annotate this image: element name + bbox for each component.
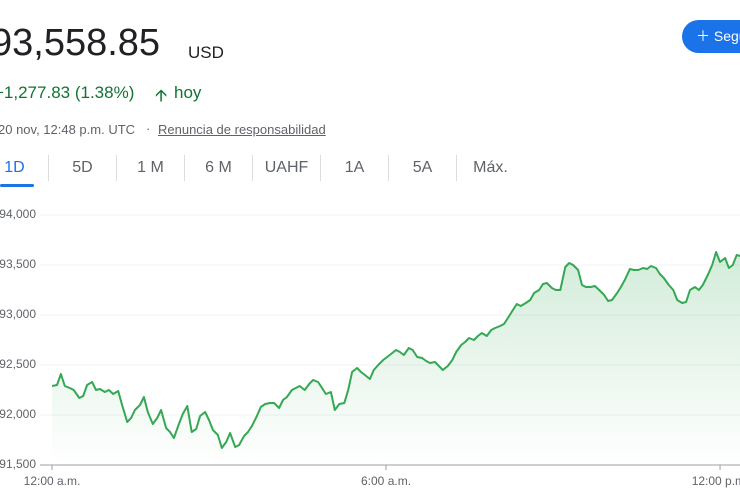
range-tab[interactable]: 5D [48, 155, 116, 181]
y-tick-label: 91,500 [0, 457, 36, 471]
range-tab[interactable]: 1A [320, 155, 388, 181]
range-tab[interactable]: 1D [0, 155, 48, 187]
x-tick-label: 6:00 a.m. [361, 474, 411, 488]
follow-label: Seguir [713, 28, 740, 44]
y-tick-label: 92,000 [0, 407, 36, 421]
currency: USD [188, 43, 224, 62]
price-line [51, 251, 740, 449]
y-tick-label: 92,500 [0, 357, 36, 371]
price: 93,558.85 [0, 22, 161, 64]
range-tab[interactable]: 6 M [184, 155, 252, 181]
range-tab[interactable]: 5A [388, 155, 456, 181]
y-tick-label: 93,000 [0, 307, 36, 321]
range-tab[interactable]: UAHF [252, 155, 320, 181]
up-arrow-icon: 🡩 [155, 86, 168, 105]
x-tick-label: 12:00 a.m. [24, 474, 81, 488]
range-tab[interactable]: 1 M [116, 155, 184, 181]
timestamp: 20 nov, 12:48 p.m. UTC [0, 122, 136, 137]
range-tab[interactable]: Máx. [456, 155, 524, 181]
y-tick-label: 93,500 [0, 257, 36, 271]
area-fill [52, 252, 740, 465]
y-tick-label: 94,000 [0, 207, 36, 221]
follow-button[interactable]: ＋ Seguir [682, 20, 740, 53]
separator: · [146, 121, 151, 136]
period: hoy [174, 83, 202, 102]
price-change: +1,277.83 (1.38%) [0, 83, 135, 102]
disclaimer-link[interactable]: Renuncia de responsabilidad [158, 122, 326, 137]
x-tick-label: 12:00 p.m. [692, 474, 740, 488]
